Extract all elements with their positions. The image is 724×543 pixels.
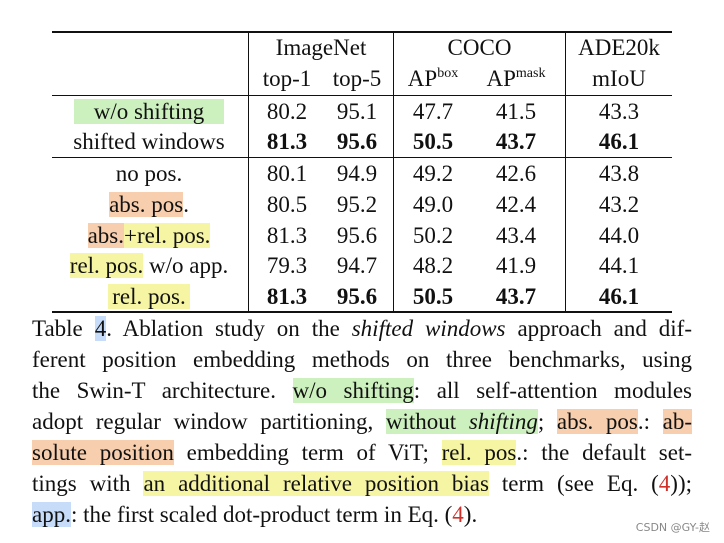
- table-cell: 41.9: [495, 253, 537, 278]
- table-cell: 79.3: [266, 253, 308, 278]
- row-label-rel-pos: rel. pos.: [52, 281, 246, 312]
- table-cell: 46.1: [598, 129, 640, 154]
- table-cell: 81.3: [266, 223, 308, 248]
- table-cell: 95.6: [336, 223, 378, 248]
- table-cell: 43.8: [598, 161, 640, 186]
- table-cell: 80.1: [266, 161, 308, 186]
- table-cell: 49.2: [412, 161, 454, 186]
- header-ade20k: ADE20k: [578, 35, 660, 60]
- table-cell: 46.1: [598, 284, 640, 309]
- table-cell: 43.3: [598, 99, 640, 124]
- table-cell: 95.2: [336, 192, 378, 217]
- header-coco: COCO: [447, 35, 512, 60]
- caption-line-4: adopt regular window partitioning, witho…: [32, 409, 693, 434]
- table-header-rule: [52, 95, 672, 96]
- row-label-abs-rel-pos: abs.+rel. pos.: [87, 223, 211, 248]
- table-cell: 95.6: [336, 129, 378, 154]
- table-cell: 44.0: [598, 223, 640, 248]
- row-label-wo-shifting: w/o shifting: [52, 96, 246, 127]
- table-vrule-1: [248, 33, 249, 311]
- watermark: CSDN @GY-赵: [635, 521, 710, 534]
- table-bottom-rule: [52, 311, 672, 313]
- table-cell: 48.2: [412, 253, 454, 278]
- table-cell: 44.1: [598, 253, 640, 278]
- table-cell: 94.9: [336, 161, 378, 186]
- row-label-shifted-windows: shifted windows: [73, 129, 225, 154]
- table-cell: 95.1: [336, 99, 378, 124]
- table-cell: 50.2: [412, 223, 454, 248]
- table-cell: 50.5: [412, 284, 454, 309]
- table-cell: 80.2: [266, 99, 308, 124]
- row-label-abs-pos: abs. pos.: [109, 192, 189, 217]
- table-cell: 81.3: [266, 284, 308, 309]
- caption-line-7: app.: the first scaled dot-product term …: [32, 502, 478, 527]
- table-vrule-3: [565, 33, 566, 311]
- header-apbox: APbox: [407, 66, 459, 91]
- table-cell: 43.7: [495, 129, 537, 154]
- caption-line-3: the Swin-T architecture. w/o shifting: a…: [32, 378, 692, 403]
- table-cell: 47.7: [412, 99, 454, 124]
- header-miou: mIoU: [592, 66, 646, 91]
- caption-line-5: solute position embedding term of ViT; r…: [32, 440, 692, 465]
- header-top5: top-5: [332, 66, 382, 91]
- table-cell: 81.3: [266, 129, 308, 154]
- caption-line-1: Table 4. Ablation study on the shifted w…: [32, 316, 692, 341]
- table-cell: 94.7: [336, 253, 378, 278]
- caption-line-2: ferent position embedding methods on thr…: [32, 347, 692, 372]
- table-cell: 42.4: [495, 192, 537, 217]
- table-vrule-2: [393, 33, 394, 311]
- table-group-rule: [52, 157, 672, 158]
- table-cell: 49.0: [412, 192, 454, 217]
- table-cell: 41.5: [495, 99, 537, 124]
- table-cell: 43.4: [495, 223, 537, 248]
- header-imagenet: ImageNet: [275, 35, 367, 60]
- caption-line-6: tings with an additional relative positi…: [32, 471, 693, 496]
- row-label-rel-pos-wo-app: rel. pos. w/o app.: [69, 253, 229, 278]
- row-label-no-pos: no pos.: [115, 161, 183, 186]
- header-apmask: APmask: [486, 66, 546, 91]
- table-cell: 80.5: [266, 192, 308, 217]
- table-cell: 42.6: [495, 161, 537, 186]
- table-cell: 43.2: [598, 192, 640, 217]
- table-cell: 43.7: [495, 284, 537, 309]
- table-cell: 95.6: [336, 284, 378, 309]
- header-top1: top-1: [262, 66, 312, 91]
- table-cell: 50.5: [412, 129, 454, 154]
- table-top-rule: [52, 31, 672, 33]
